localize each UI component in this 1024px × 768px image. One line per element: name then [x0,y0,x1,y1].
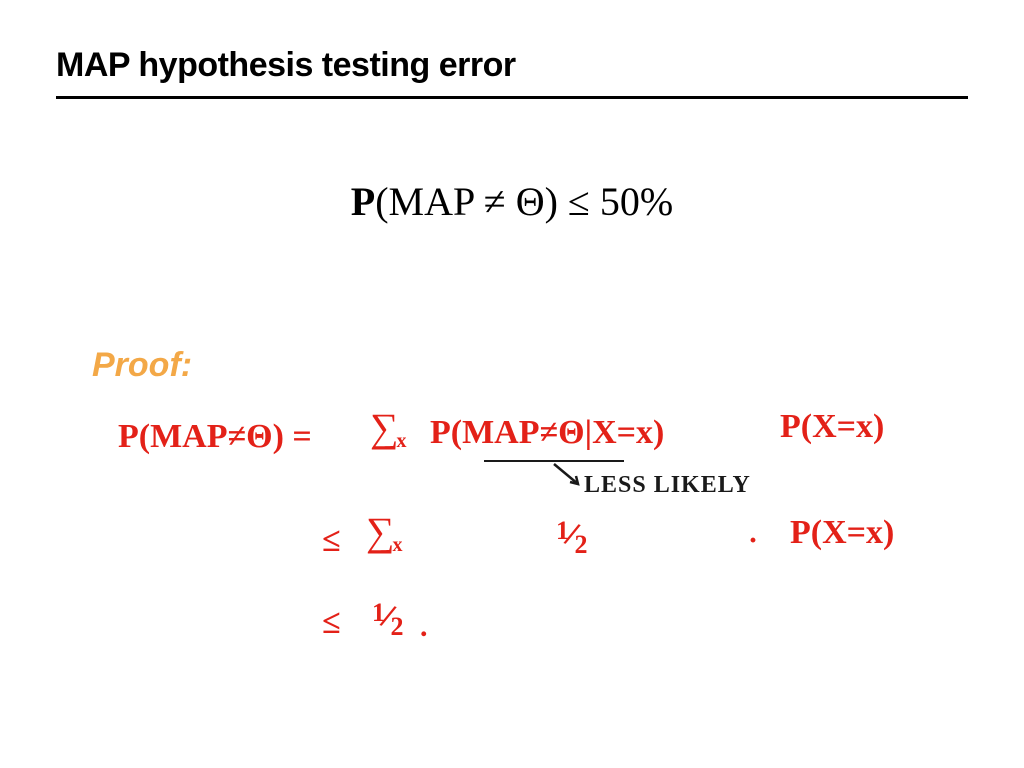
hand-line1-sigma: ∑x [370,412,409,444]
hand-line2-dot: · [748,524,758,558]
formula-body: (MAP ≠ Θ) ≤ 50% [375,179,673,224]
sigma-sub-1: x [397,430,407,452]
hand-l1-mid: MAP≠Θ [462,414,585,451]
hand-line3-leq: ≤ [322,604,341,642]
hand-line1-rhs: P(MAP≠Θ|X=x) [430,414,664,452]
half-den-1: 2 [574,530,587,559]
annotation-arrow-icon [548,460,588,490]
hand-line3-half: 1/2 [372,598,403,636]
annotation-text: LESS LIKELY [584,472,751,499]
sigma-sub-2: x [393,534,403,556]
hand-line1-lhs: P(MAP≠Θ) = [118,418,312,456]
hand-l1-b: |X=x) [585,414,665,451]
hand-line2-sigma: ∑x [366,516,405,548]
hand-line1-pxx: P(X=x) [780,408,884,446]
formula-bold-P: P [351,179,375,224]
hand-line3-period: . [420,610,428,644]
hand-line2-half: 1/2 [556,516,587,554]
title-underline [56,96,968,99]
main-formula: P(MAP ≠ Θ) ≤ 50% [0,178,1024,225]
hand-line2-leq: ≤ [322,522,341,560]
half-den-2: 2 [390,612,403,641]
slide-title: MAP hypothesis testing error [56,46,516,85]
hand-line2-pxx: P(X=x) [790,514,894,552]
hand-l1-a: P( [430,414,462,451]
proof-label: Proof: [92,346,192,385]
